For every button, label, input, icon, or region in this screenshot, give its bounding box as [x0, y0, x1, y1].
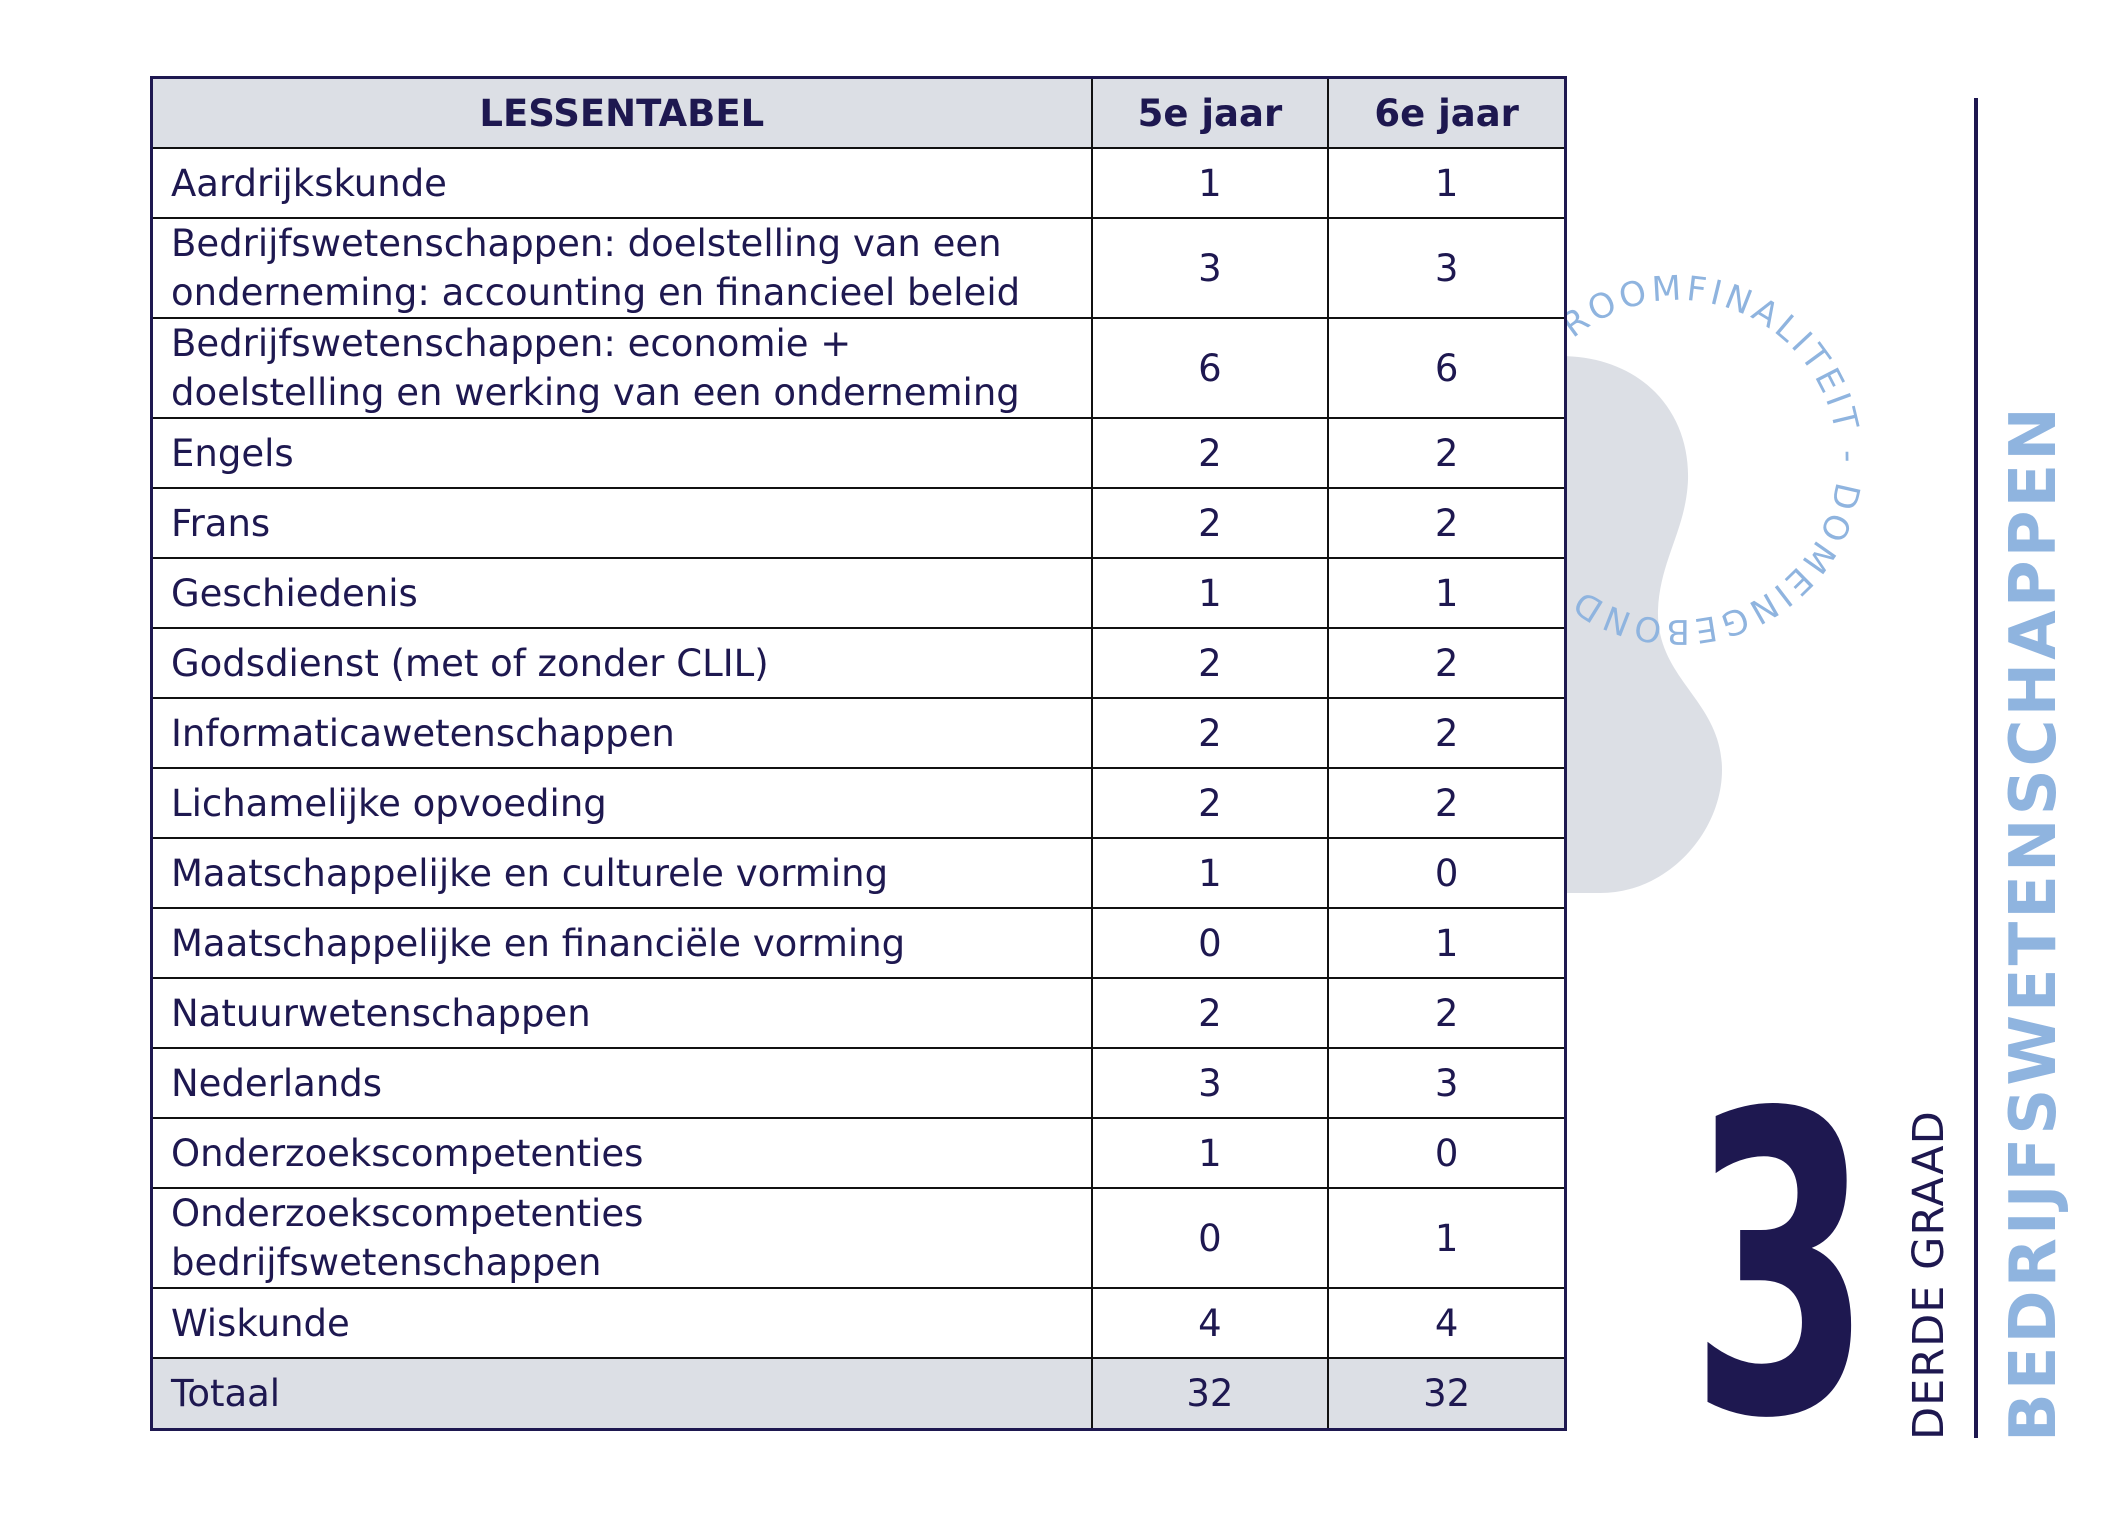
5e-jaar-cell: 0: [1090, 907, 1330, 979]
table-row: Engels 2 2: [150, 417, 1567, 489]
5e-jaar-cell: 2: [1090, 697, 1330, 769]
6e-jaar-cell: 3: [1327, 217, 1567, 319]
subject-cell: Godsdienst (met of zonder CLIL): [150, 627, 1093, 699]
5e-jaar-cell: 1: [1090, 557, 1330, 629]
subject-cell: Natuurwetenschappen: [150, 977, 1093, 1049]
table-row: Wiskunde 4 4: [150, 1287, 1567, 1359]
lessentabel: LESSENTABEL 5e jaar 6e jaar Aardrijkskun…: [150, 76, 1567, 1431]
6e-jaar-cell: 6: [1327, 317, 1567, 419]
subject-cell: Informaticawetenschappen: [150, 697, 1093, 769]
divider-line: [1974, 98, 1978, 1438]
6e-jaar-cell: 2: [1327, 977, 1567, 1049]
grade-number: 3: [1690, 1026, 1872, 1509]
total-row: Totaal 32 32: [150, 1357, 1567, 1431]
study-field-title: BEDRIJFSWETENSCHAPPEN: [1997, 404, 2071, 1442]
table-row: Onderzoekscompetenties bedrijfswetenscha…: [150, 1187, 1567, 1289]
6e-jaar-cell: 3: [1327, 1047, 1567, 1119]
5e-jaar-cell: 1: [1090, 147, 1330, 219]
5e-jaar-cell: 0: [1090, 1187, 1330, 1289]
6e-jaar-cell: 0: [1327, 1117, 1567, 1189]
table-row: Onderzoekscompetenties 1 0: [150, 1117, 1567, 1189]
subject-cell: Maatschappelijke en financiële vorming: [150, 907, 1093, 979]
subject-cell: Aardrijkskunde: [150, 147, 1093, 219]
table-row: Bedrijfswetenschappen: doelstelling van …: [150, 217, 1567, 319]
subject-cell: Lichamelijke opvoeding: [150, 767, 1093, 839]
5e-jaar-cell: 2: [1090, 487, 1330, 559]
subject-cell: Maatschappelijke en culturele vorming: [150, 837, 1093, 909]
5e-jaar-cell: 2: [1090, 977, 1330, 1049]
subject-cell: Nederlands: [150, 1047, 1093, 1119]
6e-jaar-cell: 1: [1327, 1187, 1567, 1289]
subject-cell: Bedrijfswetenschappen: doelstelling van …: [150, 217, 1093, 319]
subject-cell: Geschiedenis: [150, 557, 1093, 629]
total-5e-jaar: 32: [1090, 1357, 1330, 1431]
subject-cell: Engels: [150, 417, 1093, 489]
table-row: Informaticawetenschappen 2 2: [150, 697, 1567, 769]
6e-jaar-cell: 2: [1327, 627, 1567, 699]
6e-jaar-cell: 1: [1327, 147, 1567, 219]
subject-cell: Onderzoekscompetenties: [150, 1117, 1093, 1189]
5e-jaar-cell: 3: [1090, 1047, 1330, 1119]
6e-jaar-cell: 2: [1327, 417, 1567, 489]
subject-cell: Onderzoekscompetenties bedrijfswetenscha…: [150, 1187, 1093, 1289]
table-row: Natuurwetenschappen 2 2: [150, 977, 1567, 1049]
5e-jaar-cell: 1: [1090, 1117, 1330, 1189]
gray-blob: [1560, 356, 1722, 893]
6e-jaar-cell: 2: [1327, 767, 1567, 839]
table-row: Bedrijfswetenschappen: economie + doelst…: [150, 317, 1567, 419]
subject-cell: Bedrijfswetenschappen: economie + doelst…: [150, 317, 1093, 419]
6e-jaar-cell: 1: [1327, 907, 1567, 979]
table-row: Maatschappelijke en culturele vorming 1 0: [150, 837, 1567, 909]
5e-jaar-cell: 4: [1090, 1287, 1330, 1359]
5e-jaar-cell: 3: [1090, 217, 1330, 319]
total-6e-jaar: 32: [1327, 1357, 1567, 1431]
header-6e-jaar: 6e jaar: [1327, 76, 1567, 149]
table-row: Godsdienst (met of zonder CLIL) 2 2: [150, 627, 1567, 699]
6e-jaar-cell: 2: [1327, 487, 1567, 559]
grade-label: DERDE GRAAD: [1904, 1110, 1954, 1440]
table-row: Nederlands 3 3: [150, 1047, 1567, 1119]
6e-jaar-cell: 4: [1327, 1287, 1567, 1359]
6e-jaar-cell: 0: [1327, 837, 1567, 909]
table-row: Lichamelijke opvoeding 2 2: [150, 767, 1567, 839]
header-5e-jaar: 5e jaar: [1090, 76, 1330, 149]
table-row: Maatschappelijke en financiële vorming 0 1: [150, 907, 1567, 979]
table-row: Frans 2 2: [150, 487, 1567, 559]
subject-cell: Wiskunde: [150, 1287, 1093, 1359]
subject-cell: Frans: [150, 487, 1093, 559]
5e-jaar-cell: 2: [1090, 767, 1330, 839]
5e-jaar-cell: 1: [1090, 837, 1330, 909]
total-label: Totaal: [150, 1357, 1093, 1431]
table-row: Aardrijkskunde 1 1: [150, 147, 1567, 219]
header-lessentabel: LESSENTABEL: [150, 76, 1093, 149]
6e-jaar-cell: 2: [1327, 697, 1567, 769]
table-row: Geschiedenis 1 1: [150, 557, 1567, 629]
table-header-row: LESSENTABEL 5e jaar 6e jaar: [150, 76, 1567, 149]
6e-jaar-cell: 1: [1327, 557, 1567, 629]
5e-jaar-cell: 6: [1090, 317, 1330, 419]
5e-jaar-cell: 2: [1090, 417, 1330, 489]
5e-jaar-cell: 2: [1090, 627, 1330, 699]
